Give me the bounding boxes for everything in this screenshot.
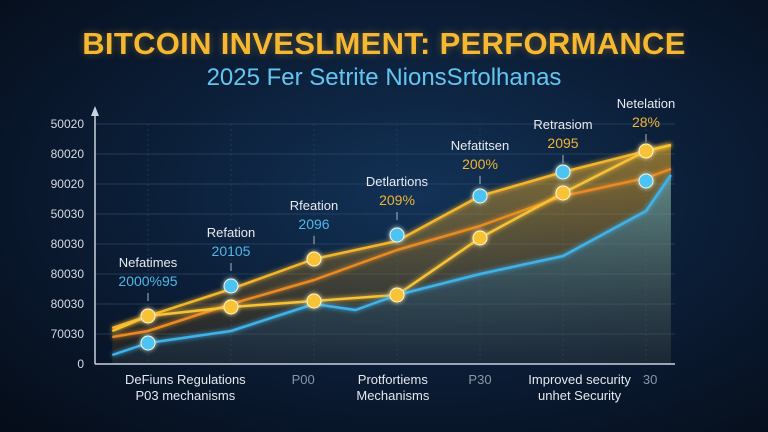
series-line-orange (112, 167, 672, 339)
chart-subtitle: 2025 Fer Setrite NionsSrtolhanas (206, 64, 562, 91)
annotation-value: 209% (379, 192, 415, 208)
annotation-value: 200% (462, 156, 498, 172)
annotation-label: Nefatimes (119, 255, 178, 270)
y-tick-label: 80030 (51, 237, 85, 251)
x-tick-label: P00 (292, 372, 315, 387)
data-point (140, 308, 156, 324)
chart-title: BITCOIN INVESLMENT: PERFORMANCE (82, 26, 686, 61)
series-area-blue (112, 175, 671, 364)
annotation-value: 28% (632, 114, 660, 130)
x-tick-label: P03 mechanisms (135, 388, 235, 403)
y-axis-arrow-icon (91, 106, 99, 116)
annotation-value: 2096 (298, 216, 329, 232)
annotation-label: Rfeation (290, 198, 338, 213)
annotation-value: 2000%95 (118, 273, 177, 289)
annotation-label: Detlartions (366, 174, 429, 189)
y-tick-label: 80030 (51, 267, 85, 281)
data-point (223, 299, 239, 315)
data-point (140, 335, 156, 351)
x-tick-label: Mechanisms (356, 388, 429, 403)
data-point (389, 227, 405, 243)
data-point (306, 293, 322, 309)
annotation-label: Retrasiom (533, 117, 592, 132)
x-tick-label: Protfortiems (358, 372, 429, 387)
y-tick-label: 0 (77, 357, 84, 371)
annotation-label: Refation (207, 225, 255, 240)
data-point (389, 287, 405, 303)
y-tick-label: 90020 (51, 177, 85, 191)
y-tick-label: 80020 (51, 147, 85, 161)
annotation-value: 2095 (547, 135, 578, 151)
data-point (223, 278, 239, 294)
x-tick-label: Improved security (528, 372, 631, 387)
x-tick-label: DeFiuns Regulations (125, 372, 246, 387)
y-tick-label: 50030 (51, 207, 85, 221)
data-point (472, 230, 488, 246)
y-tick-label: 50020 (51, 117, 85, 131)
data-point (306, 251, 322, 267)
y-tick-label: 70030 (51, 327, 85, 341)
x-tick-label: P30 (468, 372, 491, 387)
annotation-label: Nefatitsen (451, 138, 510, 153)
data-point (555, 185, 571, 201)
y-tick-label: 80030 (51, 297, 85, 311)
data-point (555, 164, 571, 180)
data-point (638, 143, 654, 159)
annotation-label: Netelation (617, 96, 676, 111)
data-point (472, 188, 488, 204)
series-line-blue (111, 174, 672, 357)
data-point (638, 173, 654, 189)
x-tick-label: unhet Security (538, 388, 622, 403)
annotation-value: 20105 (212, 243, 251, 259)
x-tick-label: 30 (643, 372, 657, 387)
